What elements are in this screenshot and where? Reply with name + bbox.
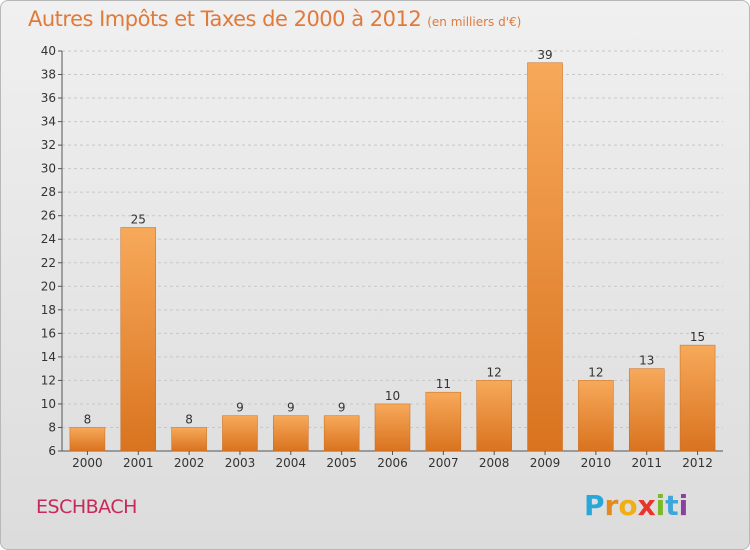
y-tick-label: 20	[41, 279, 56, 293]
y-tick-label: 34	[41, 115, 56, 129]
x-tick-label: 2003	[225, 456, 256, 470]
y-tick-label: 6	[48, 444, 56, 458]
bar-2010	[578, 380, 614, 452]
y-tick-label: 10	[41, 397, 56, 411]
logo-letter: i	[678, 489, 689, 522]
x-tick-label: 2005	[326, 456, 357, 470]
x-tick-label: 2010	[581, 456, 612, 470]
x-tick-label: 2006	[377, 456, 408, 470]
bar-2006	[374, 403, 411, 452]
x-tick-label: 2009	[530, 456, 561, 470]
y-tick-label: 12	[41, 373, 56, 387]
bar-2004	[273, 415, 309, 452]
y-tick-label: 36	[41, 91, 56, 105]
y-tick-label: 28	[41, 185, 56, 199]
y-tick-label: 8	[48, 420, 56, 434]
data-label-2002: 8	[185, 412, 193, 426]
logo-letter: o	[618, 489, 638, 522]
x-tick-label: 2002	[174, 456, 205, 470]
x-tick-label: 2004	[276, 456, 307, 470]
logo-letter: x	[637, 489, 656, 522]
bar-2001	[120, 227, 157, 452]
y-tick-label: 18	[41, 303, 56, 317]
logo-letter: t	[665, 489, 679, 522]
bar-2002	[171, 427, 207, 452]
data-label-2003: 9	[236, 401, 244, 415]
y-tick-label: 22	[41, 256, 56, 270]
y-tick-label: 38	[41, 68, 56, 82]
chart-title: Autres Impôts et Taxes de 2000 à 2012 (en…	[28, 7, 521, 31]
data-label-2011: 13	[639, 354, 654, 368]
bar-2008	[476, 380, 512, 452]
y-tick-label: 24	[41, 232, 56, 246]
y-tick-label: 40	[41, 44, 56, 58]
data-label-2006: 10	[385, 389, 400, 403]
bar-2009	[527, 62, 563, 452]
commune-name: ESCHBACH	[36, 496, 137, 518]
x-tick-label: 2012	[682, 456, 713, 470]
bar-2011	[628, 368, 665, 452]
x-tick-label: 2008	[479, 456, 510, 470]
proxiti-logo: Proxiti	[584, 489, 688, 522]
x-tick-label: 2007	[428, 456, 459, 470]
data-label-2007: 11	[436, 377, 451, 391]
y-tick-label: 14	[41, 350, 56, 364]
bar-2007	[425, 391, 462, 452]
y-tick-label: 30	[41, 162, 56, 176]
y-tick-label: 32	[41, 138, 56, 152]
logo-letter: P	[584, 489, 605, 522]
logo-letter: r	[604, 489, 619, 522]
bar-2000	[69, 427, 106, 452]
x-tick-label: 2000	[72, 456, 103, 470]
data-label-2004: 9	[287, 401, 295, 415]
title-text: Autres Impôts et Taxes de 2000 à 2012	[28, 7, 422, 31]
data-label-2010: 12	[588, 365, 603, 379]
bar-2012	[679, 344, 716, 452]
bar-2003	[222, 415, 258, 452]
chart-subtitle: (en milliers d'€)	[427, 15, 522, 29]
x-tick-label: 2001	[123, 456, 154, 470]
data-label-2000: 8	[84, 412, 92, 426]
logo-letter: i	[655, 489, 666, 522]
bar-2005	[323, 415, 360, 452]
data-label-2009: 39	[537, 48, 552, 62]
y-tick-label: 16	[41, 326, 56, 340]
data-label-2012: 15	[690, 330, 705, 344]
y-tick-label: 26	[41, 209, 56, 223]
data-label-2005: 9	[338, 401, 346, 415]
data-label-2001: 25	[131, 212, 146, 226]
data-label-2008: 12	[487, 365, 502, 379]
x-tick-label: 2011	[631, 456, 662, 470]
